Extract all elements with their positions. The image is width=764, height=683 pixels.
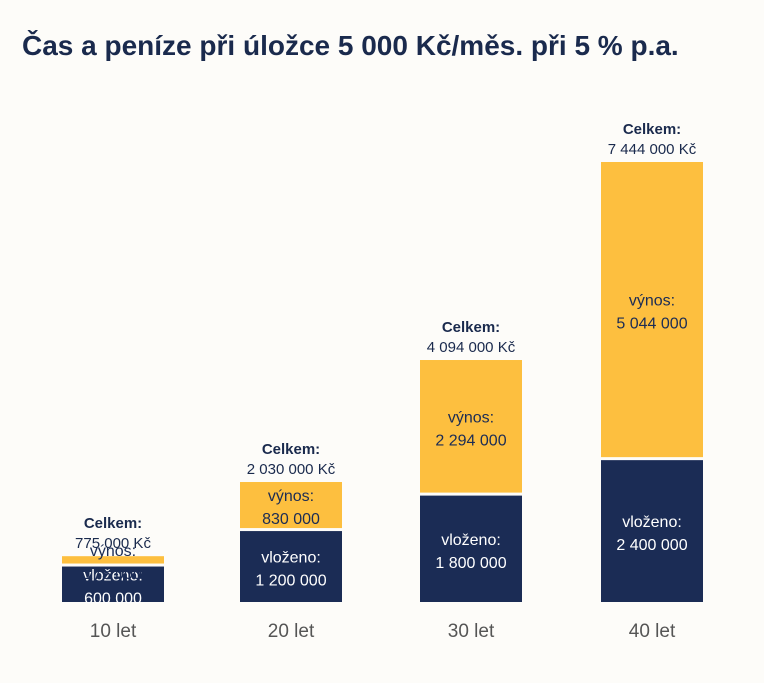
deposited-label: vloženo: (261, 550, 321, 567)
yield-label: výnos: (629, 293, 675, 310)
yield-label: výnos: (448, 409, 494, 426)
deposited-value-label: 600 000 (84, 590, 142, 607)
yield-label: výnos: (268, 488, 314, 505)
total-value-label: 7 444 000 Kč (608, 141, 697, 158)
total-value-label: 775 000 Kč (75, 535, 151, 552)
total-value-label: 2 030 000 Kč (247, 461, 336, 478)
deposited-value-label: 2 400 000 (616, 537, 687, 554)
yield-label: výnos: (90, 543, 136, 560)
bar-yield (62, 556, 164, 564)
bar-yield (601, 162, 703, 458)
total-title-label: Celkem: (262, 441, 320, 458)
bar-deposited (601, 460, 703, 602)
yield-value-label: 2 294 000 (435, 432, 506, 449)
deposited-value-label: 1 800 000 (435, 555, 506, 572)
total-title-label: Celkem: (623, 121, 681, 138)
bar-deposited (420, 495, 522, 602)
yield-value-label: 830 000 (262, 511, 320, 528)
bar-deposited (62, 566, 164, 602)
yield-value-label: 175 000 (84, 566, 142, 583)
x-tick-label: 30 let (448, 621, 495, 642)
bar-yield (240, 482, 342, 529)
x-tick-label: 40 let (629, 621, 676, 642)
chart-title: Čas a peníze při úložce 5 000 Kč/měs. př… (22, 30, 679, 61)
x-tick-label: 10 let (90, 621, 137, 642)
bar-deposited (240, 531, 342, 602)
bar-yield (420, 360, 522, 493)
deposited-label: vloženo: (622, 514, 682, 531)
x-tick-label: 20 let (268, 621, 315, 642)
total-value-label: 4 094 000 Kč (427, 339, 516, 356)
total-title-label: Celkem: (442, 319, 500, 336)
total-title-label: Celkem: (84, 515, 142, 532)
deposited-label: vloženo: (441, 532, 501, 549)
deposited-label: vloženo: (83, 567, 143, 584)
yield-value-label: 5 044 000 (616, 316, 687, 333)
deposited-value-label: 1 200 000 (255, 573, 326, 590)
